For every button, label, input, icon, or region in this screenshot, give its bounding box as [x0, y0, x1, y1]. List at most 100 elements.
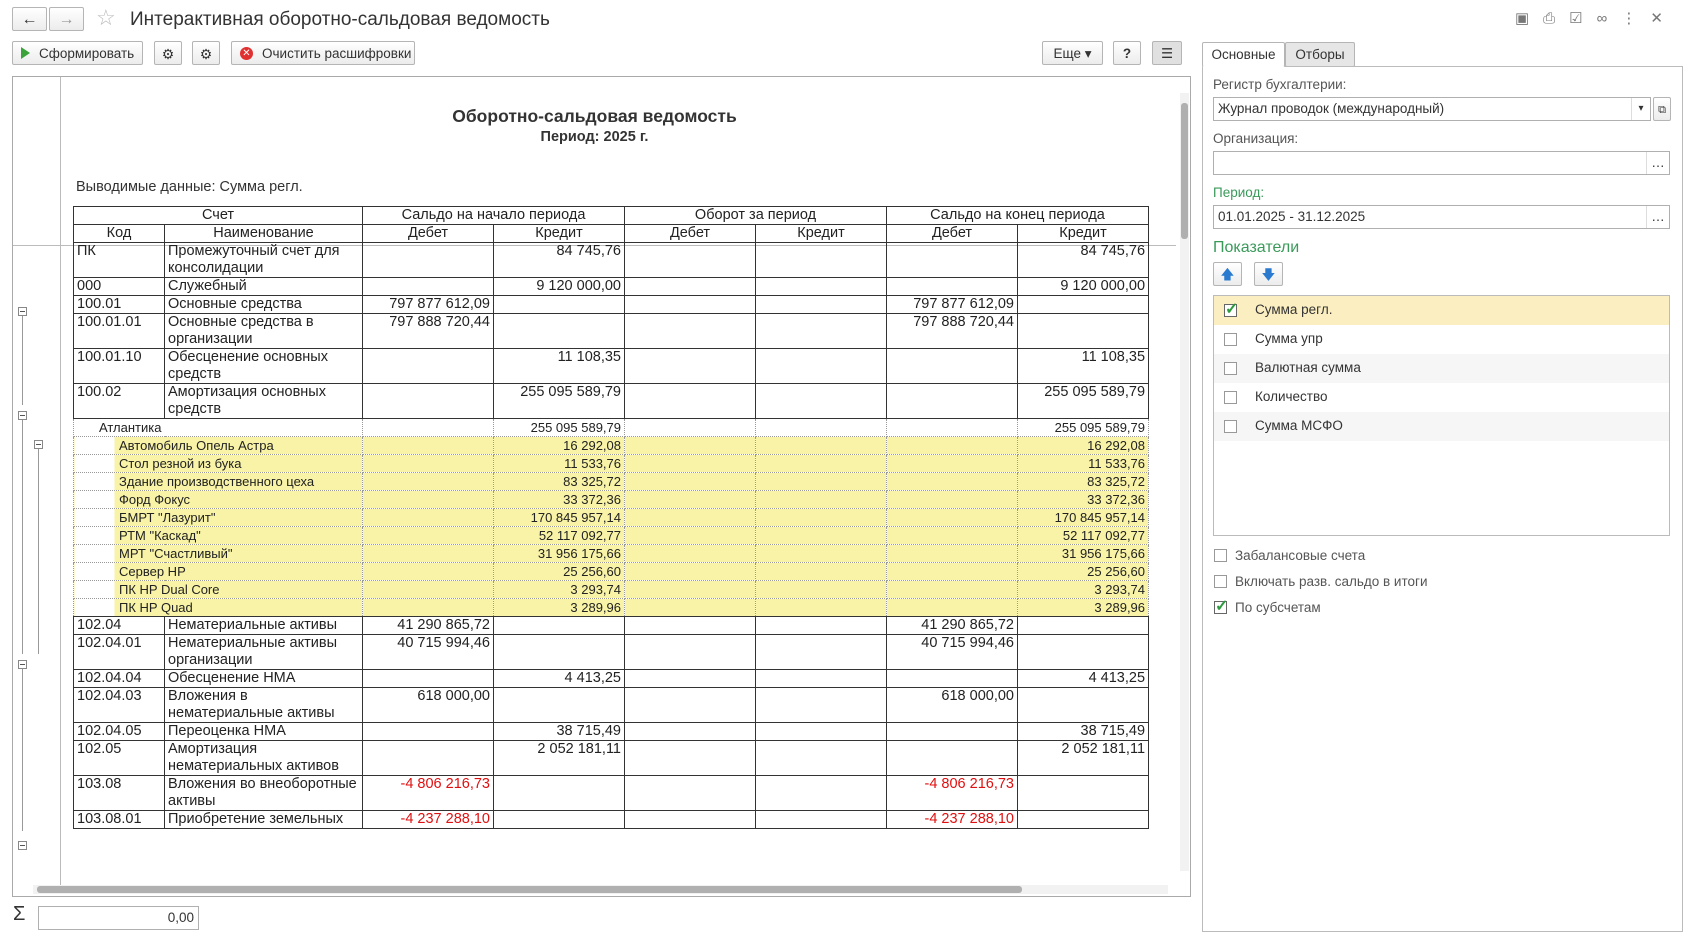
empty-cell[interactable]	[625, 545, 756, 563]
amount-cell[interactable]: 3 289,96	[1018, 599, 1149, 617]
empty-cell[interactable]	[1018, 688, 1149, 723]
account-code[interactable]: 102.04.01	[74, 635, 165, 670]
amount-cell[interactable]: 2 052 181,11	[494, 741, 625, 776]
empty-cell[interactable]	[887, 491, 1018, 509]
checkbox[interactable]	[1214, 549, 1227, 562]
period-input[interactable]: 01.01.2025 - 31.12.2025…	[1213, 205, 1670, 229]
empty-cell[interactable]	[625, 509, 756, 527]
empty-cell[interactable]	[625, 670, 756, 688]
amount-cell[interactable]: 25 256,60	[494, 563, 625, 581]
tab[interactable]: Основные	[1202, 42, 1285, 67]
empty-cell[interactable]	[756, 509, 887, 527]
empty-cell[interactable]	[756, 384, 887, 419]
account-code[interactable]: 102.04.04	[74, 670, 165, 688]
open-button[interactable]: ⧉	[1653, 97, 1671, 121]
empty-cell[interactable]	[625, 419, 756, 437]
amount-cell[interactable]: 38 715,49	[1018, 723, 1149, 741]
account-name[interactable]: Нематериальные активы организации	[165, 635, 363, 670]
empty-cell[interactable]	[756, 278, 887, 296]
empty-cell[interactable]	[1018, 296, 1149, 314]
empty-cell[interactable]	[1018, 617, 1149, 635]
empty-cell[interactable]	[756, 776, 887, 811]
indicator-row[interactable]: Валютная сумма	[1214, 354, 1669, 383]
item-name[interactable]: Здание производственного цеха	[74, 473, 363, 491]
empty-cell[interactable]	[363, 527, 494, 545]
empty-cell[interactable]	[494, 635, 625, 670]
collapse-toggle[interactable]	[18, 660, 27, 669]
empty-cell[interactable]	[625, 473, 756, 491]
h-scroll-thumb[interactable]	[37, 886, 1022, 893]
empty-cell[interactable]	[756, 688, 887, 723]
generate-button[interactable]: Сформировать	[12, 41, 143, 65]
empty-cell[interactable]	[494, 617, 625, 635]
amount-cell[interactable]: 52 117 092,77	[494, 527, 625, 545]
empty-cell[interactable]	[1018, 811, 1149, 829]
amount-cell[interactable]: 33 372,36	[494, 491, 625, 509]
empty-cell[interactable]	[363, 723, 494, 741]
account-name[interactable]: Основные средства	[165, 296, 363, 314]
empty-cell[interactable]	[756, 545, 887, 563]
empty-cell[interactable]	[887, 599, 1018, 617]
account-code[interactable]: 100.01.01	[74, 314, 165, 349]
account-code[interactable]: 103.08.01	[74, 811, 165, 829]
account-name[interactable]: Приобретение земельных	[165, 811, 363, 829]
checkbox[interactable]	[1224, 362, 1237, 375]
checkbox[interactable]	[1224, 333, 1237, 346]
amount-cell[interactable]: 2 052 181,11	[1018, 741, 1149, 776]
account-code[interactable]: 103.08	[74, 776, 165, 811]
account-name[interactable]: Переоценка НМА	[165, 723, 363, 741]
empty-cell[interactable]	[625, 384, 756, 419]
empty-cell[interactable]	[625, 437, 756, 455]
empty-cell[interactable]	[625, 741, 756, 776]
move-up-button[interactable]: 🡅	[1213, 262, 1242, 286]
amount-cell[interactable]: 83 325,72	[1018, 473, 1149, 491]
empty-cell[interactable]	[887, 437, 1018, 455]
empty-cell[interactable]	[625, 688, 756, 723]
amount-cell[interactable]: 797 877 612,09	[363, 296, 494, 314]
item-name[interactable]: РТМ "Каскад"	[74, 527, 363, 545]
empty-cell[interactable]	[1018, 776, 1149, 811]
account-code[interactable]: 100.01.10	[74, 349, 165, 384]
checkbox[interactable]	[1224, 391, 1237, 404]
indicator-row[interactable]: Количество	[1214, 383, 1669, 412]
empty-cell[interactable]	[363, 741, 494, 776]
amount-cell[interactable]: 9 120 000,00	[494, 278, 625, 296]
amount-cell[interactable]: 40 715 994,46	[363, 635, 494, 670]
settings-button[interactable]: ⚙	[154, 41, 182, 65]
item-name[interactable]: БМРТ "Лазурит"	[74, 509, 363, 527]
empty-cell[interactable]	[363, 491, 494, 509]
empty-cell[interactable]	[363, 581, 494, 599]
checkbox-checked[interactable]: ✓	[1214, 601, 1227, 614]
amount-cell[interactable]: -4 806 216,73	[887, 776, 1018, 811]
item-name[interactable]: ПК HP Quad	[74, 599, 363, 617]
tab[interactable]: Отборы	[1285, 42, 1355, 67]
account-name[interactable]: Вложения во внеоборотные активы	[165, 776, 363, 811]
indicator-row[interactable]: ✓Сумма регл.	[1214, 296, 1669, 325]
empty-cell[interactable]	[363, 384, 494, 419]
amount-cell[interactable]: 11 533,76	[494, 455, 625, 473]
indicator-row[interactable]: Сумма упр	[1214, 325, 1669, 354]
empty-cell[interactable]	[756, 563, 887, 581]
account-code[interactable]: 100.01	[74, 296, 165, 314]
amount-cell[interactable]: 11 108,35	[494, 349, 625, 384]
empty-cell[interactable]	[887, 473, 1018, 491]
account-name[interactable]: Промежуточный счет для консолидации	[165, 243, 363, 278]
empty-cell[interactable]	[625, 455, 756, 473]
empty-cell[interactable]	[756, 419, 887, 437]
empty-cell[interactable]	[756, 741, 887, 776]
empty-cell[interactable]	[363, 670, 494, 688]
amount-cell[interactable]: 41 290 865,72	[363, 617, 494, 635]
account-code[interactable]: 102.04.03	[74, 688, 165, 723]
empty-cell[interactable]	[625, 491, 756, 509]
account-name[interactable]: Обесценение основных средств	[165, 349, 363, 384]
amount-cell[interactable]: 25 256,60	[1018, 563, 1149, 581]
move-down-button[interactable]: 🡇	[1254, 262, 1283, 286]
favorite-star[interactable]: ☆	[96, 5, 116, 31]
back-button[interactable]: ←	[12, 7, 47, 31]
amount-cell[interactable]: -4 806 216,73	[363, 776, 494, 811]
account-code[interactable]: 100.02	[74, 384, 165, 419]
empty-cell[interactable]	[494, 296, 625, 314]
empty-cell[interactable]	[887, 741, 1018, 776]
empty-cell[interactable]	[756, 491, 887, 509]
amount-cell[interactable]: 31 956 175,66	[494, 545, 625, 563]
